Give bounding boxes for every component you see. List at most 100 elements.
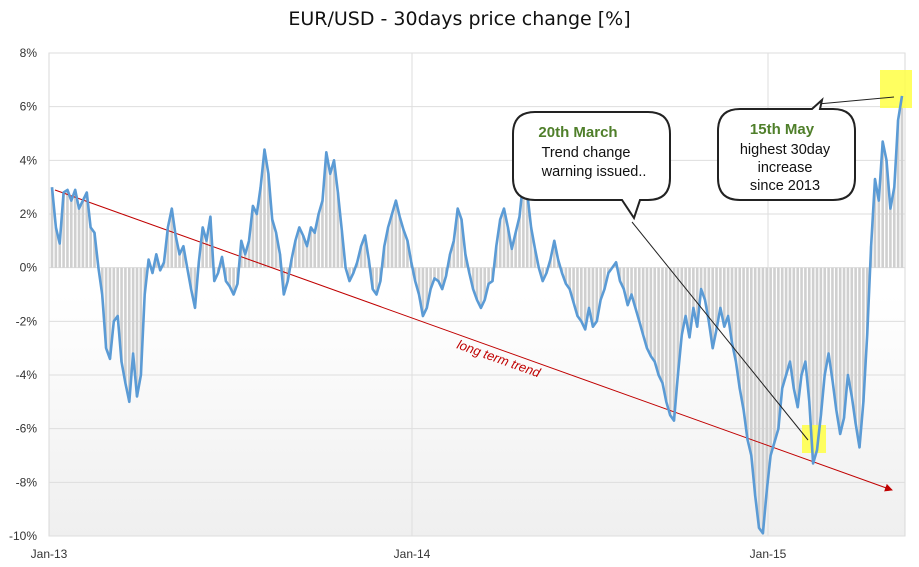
bar — [201, 227, 204, 268]
y-tick-label: -8% — [16, 475, 38, 489]
bar — [309, 227, 313, 268]
bar — [58, 243, 62, 268]
bar — [479, 267, 483, 308]
callout-bubble-may — [717, 97, 856, 201]
bar — [703, 267, 707, 300]
bar — [873, 179, 877, 268]
bar — [93, 232, 96, 268]
bar — [800, 267, 803, 375]
bar — [792, 267, 796, 389]
bar — [375, 267, 378, 295]
bar — [66, 189, 69, 268]
bar — [50, 187, 54, 268]
bar — [70, 200, 73, 268]
bar — [881, 141, 884, 268]
bar — [247, 240, 251, 268]
annotations: 20th March Trend change warning issued..… — [512, 96, 895, 441]
bar — [498, 219, 502, 268]
bar — [251, 205, 255, 268]
bar — [637, 267, 641, 322]
bar — [81, 200, 85, 268]
bar — [738, 267, 742, 389]
bar — [672, 267, 676, 421]
bar — [402, 230, 405, 268]
bar — [715, 267, 718, 330]
bar — [425, 267, 429, 308]
bar — [73, 189, 77, 268]
bar — [576, 267, 579, 316]
bar — [398, 216, 402, 268]
bar — [413, 267, 417, 282]
y-tick-label: -4% — [16, 368, 38, 382]
bar — [359, 246, 363, 268]
bar — [784, 267, 788, 375]
bar — [827, 267, 830, 354]
callout-line-march-1: Trend change — [542, 145, 631, 161]
bar — [294, 240, 297, 268]
bar — [684, 267, 687, 316]
bar — [695, 267, 699, 327]
bar — [193, 267, 197, 308]
y-tick-label: -6% — [16, 422, 38, 436]
bar — [692, 267, 695, 308]
bar — [506, 227, 510, 268]
bar — [475, 267, 479, 300]
bar — [166, 227, 170, 268]
bar — [618, 267, 622, 282]
bar — [552, 240, 556, 268]
bar — [116, 267, 119, 316]
bar — [178, 254, 181, 268]
bar — [645, 267, 649, 349]
bar — [811, 267, 815, 464]
bar — [900, 95, 904, 268]
bar — [757, 267, 761, 528]
bar — [750, 267, 753, 456]
bar — [707, 267, 711, 322]
bar — [680, 267, 684, 335]
bar — [429, 267, 432, 290]
bar — [889, 208, 892, 268]
tick-labels: 8% 6% 4% 2% 0% -2% -4% -6% -8% -10% Jan-13 Jan-14 Ja… — [9, 46, 787, 561]
bar — [108, 267, 112, 359]
highlight-may — [880, 70, 912, 108]
bar — [580, 267, 583, 322]
bar — [259, 187, 262, 268]
bar — [471, 267, 475, 290]
bar — [796, 267, 799, 408]
bar — [189, 267, 193, 290]
bar — [456, 208, 459, 268]
bar — [823, 267, 827, 375]
bar — [340, 230, 344, 268]
bar — [657, 267, 660, 375]
bar — [753, 267, 757, 496]
bar — [838, 267, 842, 435]
bar — [54, 227, 58, 268]
bar — [305, 246, 309, 268]
bar — [460, 219, 463, 268]
bar — [270, 219, 274, 268]
bar — [243, 254, 247, 268]
bar — [529, 227, 533, 268]
bar — [155, 254, 158, 268]
bar — [661, 267, 664, 384]
bar — [862, 267, 865, 402]
bars-layer — [50, 95, 904, 534]
bar — [483, 267, 487, 300]
bar — [846, 267, 850, 375]
bar — [885, 160, 888, 268]
bar — [815, 267, 819, 451]
bar — [417, 267, 421, 295]
bar — [502, 208, 506, 268]
bar — [313, 232, 317, 268]
bar — [649, 267, 653, 357]
x-tick-label: Jan-13 — [31, 547, 68, 561]
bar — [522, 179, 525, 268]
bar — [371, 267, 374, 290]
bar — [209, 216, 212, 268]
bar — [518, 216, 521, 268]
bar — [452, 240, 456, 268]
bar — [564, 267, 568, 284]
bar — [437, 267, 440, 282]
bar — [765, 267, 769, 491]
